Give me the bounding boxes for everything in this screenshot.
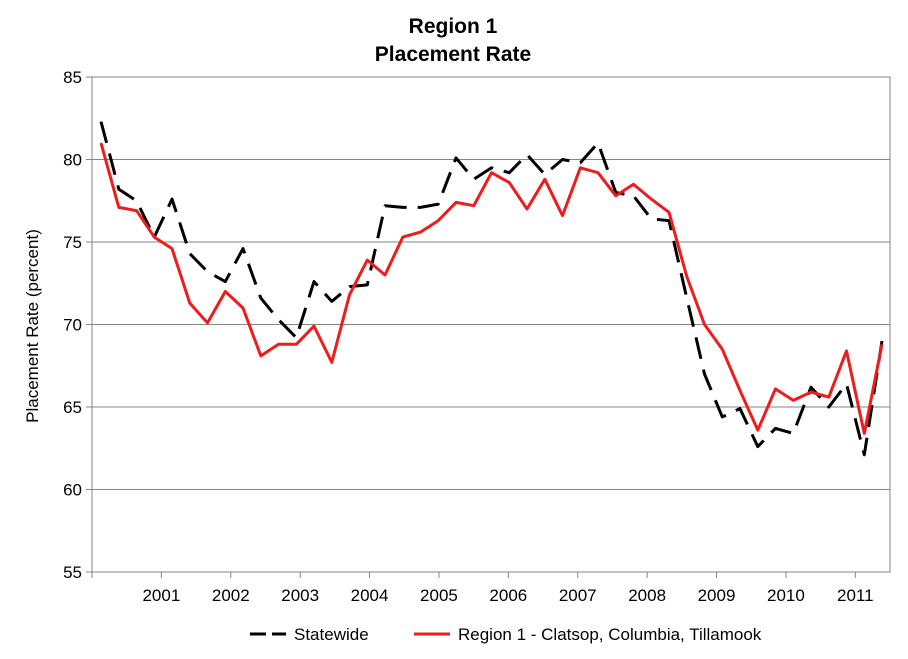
x-tick-label: 2007 bbox=[559, 586, 597, 605]
legend-label: Region 1 - Clatsop, Columbia, Tillamook bbox=[458, 625, 762, 644]
y-tick-label: 75 bbox=[63, 233, 82, 252]
legend: Statewide Region 1 - Clatsop, Columbia, T… bbox=[250, 625, 762, 644]
x-tick-label: 2005 bbox=[420, 586, 458, 605]
statewide-series-line bbox=[99, 121, 884, 457]
x-tick-label: 2008 bbox=[628, 586, 666, 605]
x-axis: 2001 2002 2003 2004 2005 2006 2007 2008 2009 2010… bbox=[91, 572, 874, 605]
x-tick-label: 2010 bbox=[767, 586, 805, 605]
chart-subtitle: Placement Rate bbox=[375, 43, 531, 66]
x-tick-label: 2001 bbox=[142, 586, 180, 605]
chart-title: Region 1 bbox=[409, 15, 498, 38]
y-axis: 55 60 65 70 75 80 85 bbox=[63, 68, 92, 582]
region1-series-line bbox=[99, 142, 884, 435]
y-tick-label: 80 bbox=[63, 151, 82, 170]
x-tick-label: 2002 bbox=[212, 586, 250, 605]
y-tick-label: 55 bbox=[63, 563, 82, 582]
x-tick-label: 2009 bbox=[698, 586, 736, 605]
y-tick-label: 60 bbox=[63, 481, 82, 500]
y-tick-label: 85 bbox=[63, 68, 82, 87]
x-tick-label: 2006 bbox=[489, 586, 527, 605]
x-tick-label: 2003 bbox=[281, 586, 319, 605]
legend-label: Statewide bbox=[294, 625, 369, 644]
y-tick-label: 70 bbox=[63, 316, 82, 335]
y-tick-label: 65 bbox=[63, 398, 82, 417]
x-tick-label: 2004 bbox=[351, 586, 389, 605]
x-tick-label: 2011 bbox=[837, 586, 874, 605]
series-lines bbox=[99, 121, 884, 457]
gridlines bbox=[92, 159, 890, 490]
y-axis-label: Placement Rate (percent) bbox=[23, 229, 42, 423]
